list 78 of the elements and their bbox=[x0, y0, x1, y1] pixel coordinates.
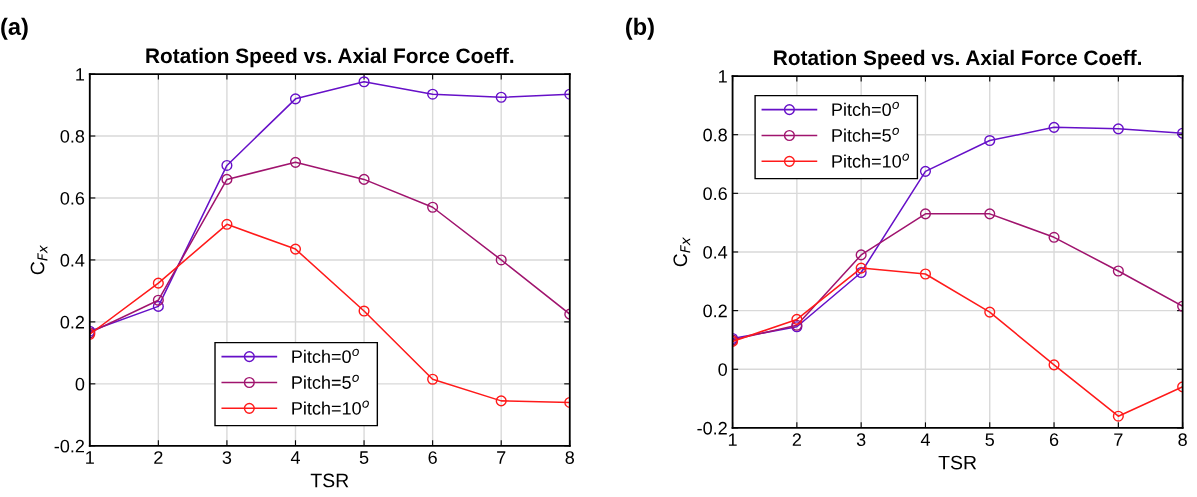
y-tick-label: 0.6 bbox=[60, 191, 85, 205]
point bbox=[1048, 359, 1060, 371]
point bbox=[1112, 265, 1124, 277]
y-tick-label: 1 bbox=[76, 68, 85, 81]
point bbox=[495, 254, 507, 266]
x-axis-title: TSR bbox=[938, 455, 977, 470]
point bbox=[919, 165, 932, 177]
x-tick-label: 7 bbox=[1114, 433, 1123, 446]
point bbox=[152, 294, 164, 306]
chart-title: Rotation Speed vs. Axial Force Coeff. bbox=[774, 49, 1142, 70]
point bbox=[358, 173, 370, 185]
y-tick-label: 0.2 bbox=[703, 304, 727, 318]
point bbox=[358, 305, 370, 317]
x-tick-label: 6 bbox=[1049, 433, 1059, 447]
text: (a) bbox=[1, 17, 28, 40]
legend-label: Pitch=5$^{o}$ bbox=[292, 374, 359, 389]
point bbox=[289, 156, 302, 168]
point bbox=[152, 300, 164, 312]
point bbox=[221, 159, 233, 171]
y-tick-label: 1 bbox=[719, 70, 727, 83]
y-tick-label: 0.2 bbox=[60, 315, 85, 329]
y-axis-title: C$_{Fx}$ bbox=[30, 245, 48, 275]
legend-label: Pitch=5$^{o}$ bbox=[832, 127, 899, 142]
x-tick-label: 3 bbox=[222, 451, 232, 464]
point bbox=[1048, 121, 1060, 133]
x-tick-label: 5 bbox=[359, 451, 369, 464]
y-axis-title: C$_{Fx}$ bbox=[673, 237, 691, 267]
y-tick-label: 0.8 bbox=[60, 129, 85, 143]
point bbox=[495, 395, 507, 407]
text: (b) bbox=[626, 17, 654, 40]
x-tick-label: 8 bbox=[1178, 433, 1187, 447]
legend-label: Pitch=10$^{o}$ bbox=[292, 400, 369, 415]
point bbox=[984, 208, 996, 220]
point bbox=[427, 201, 439, 213]
x-tick-label: 1 bbox=[86, 451, 94, 464]
x-tick-label: 4 bbox=[290, 451, 300, 464]
y-tick-label: 0 bbox=[718, 363, 727, 376]
x-tick-label: 7 bbox=[497, 451, 506, 464]
y-tick-label: 0 bbox=[75, 377, 85, 391]
point bbox=[855, 262, 867, 274]
point bbox=[1112, 410, 1124, 422]
point bbox=[289, 243, 302, 255]
point bbox=[919, 268, 932, 280]
x-tick-label: 2 bbox=[792, 433, 801, 446]
y-tick-label: 0.4 bbox=[703, 245, 728, 259]
point bbox=[427, 373, 439, 385]
point bbox=[152, 277, 164, 289]
point bbox=[855, 266, 867, 279]
y-tick-label: 0.8 bbox=[703, 128, 727, 142]
point bbox=[791, 313, 803, 325]
legend-label: Pitch=0$^{o}$ bbox=[292, 348, 359, 364]
point bbox=[1112, 123, 1124, 135]
legend-label: Pitch=10$^{o}$ bbox=[832, 153, 910, 168]
x-tick-label: 2 bbox=[154, 451, 163, 464]
y-tick-label: -0.2 bbox=[697, 421, 727, 435]
x-tick-label: 8 bbox=[565, 451, 575, 464]
point bbox=[221, 173, 233, 185]
chart-title: Rotation Speed vs. Axial Force Coeff. bbox=[146, 47, 514, 68]
legend-label: Pitch=0$^{o}$ bbox=[832, 101, 899, 117]
point bbox=[427, 88, 439, 100]
x-axis-title: TSR bbox=[310, 473, 349, 488]
point bbox=[221, 218, 233, 230]
point bbox=[855, 249, 867, 261]
x-tick-label: 1 bbox=[728, 433, 737, 446]
point bbox=[289, 93, 302, 105]
x-tick-label: 4 bbox=[920, 433, 930, 446]
x-tick-label: 6 bbox=[428, 451, 437, 464]
point bbox=[919, 208, 932, 220]
y-tick-label: 0.6 bbox=[703, 187, 727, 201]
point bbox=[984, 306, 996, 318]
y-tick-label: 0.4 bbox=[60, 253, 85, 267]
x-tick-label: 5 bbox=[985, 433, 995, 447]
point bbox=[495, 91, 507, 103]
point bbox=[1048, 231, 1060, 243]
point bbox=[358, 76, 370, 88]
x-tick-label: 3 bbox=[856, 433, 866, 447]
y-tick-label: -0.2 bbox=[54, 439, 85, 453]
point bbox=[984, 134, 996, 147]
